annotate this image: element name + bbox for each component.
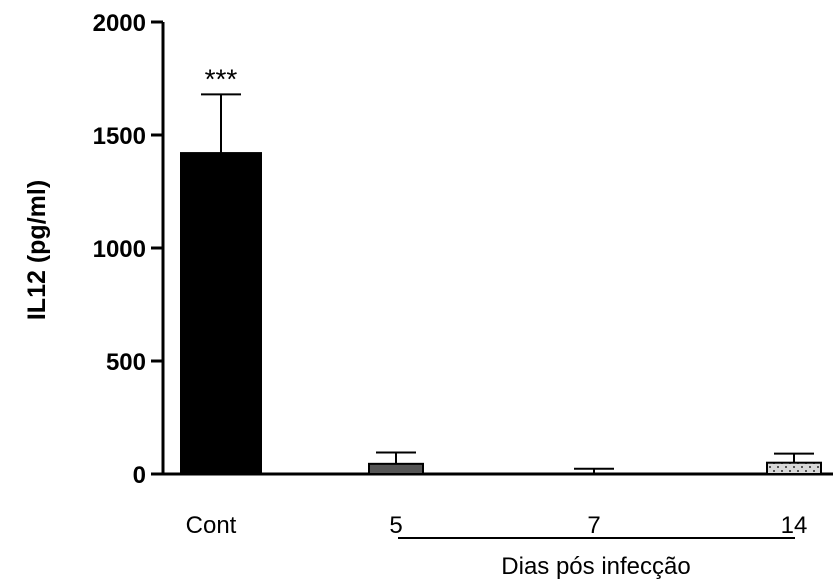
y-tick-label: 1000 — [93, 236, 146, 263]
bars — [180, 93, 822, 476]
group-label: Dias pós infecção — [501, 553, 690, 580]
bar-Cont — [180, 152, 262, 476]
x-tick-label: 5 — [389, 512, 402, 539]
x-tick-label: Cont — [186, 512, 237, 539]
y-tick-label: 1500 — [93, 123, 146, 150]
axes: 0 500 1000 1500 2000 — [93, 10, 833, 489]
x-tick-label: 7 — [587, 512, 600, 539]
y-axis-label: IL12 (pg/ml) — [23, 180, 51, 320]
y-tick-label: 0 — [133, 462, 146, 489]
labels: Cont 5 7 14 *** — [186, 63, 808, 539]
y-tick-label: 500 — [106, 349, 146, 376]
significance-annotation: *** — [205, 63, 238, 94]
bar-14 — [766, 461, 822, 476]
bar-5 — [368, 462, 424, 475]
x-tick-label: 14 — [781, 512, 808, 539]
y-tick-label: 2000 — [93, 10, 146, 37]
